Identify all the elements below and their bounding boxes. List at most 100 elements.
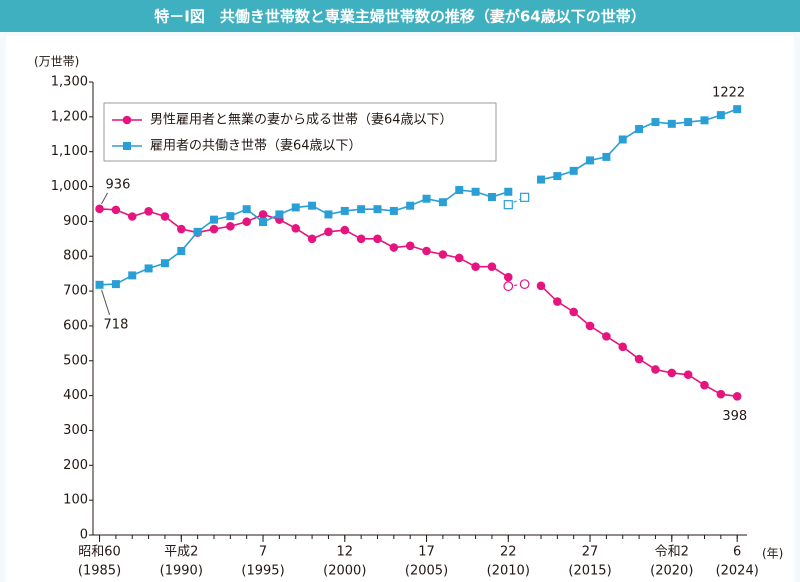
point (553, 297, 562, 306)
point (585, 321, 595, 331)
x-tick-label: 12 (337, 545, 354, 560)
point (569, 166, 578, 175)
data-label: 718 (104, 317, 129, 332)
point (242, 205, 251, 214)
legend-marker (122, 115, 132, 125)
y-tick-label: 0 (80, 528, 88, 543)
point (683, 370, 693, 380)
point (716, 111, 725, 120)
point (308, 201, 317, 210)
point (406, 201, 415, 210)
point (144, 206, 153, 216)
reference-point (519, 279, 530, 290)
x-tick-label: 6 (733, 545, 741, 560)
reference-point (520, 192, 530, 202)
x-tick-label: 令和2 (655, 545, 689, 560)
point (732, 392, 742, 401)
x-tick-year: (2000) (323, 564, 366, 579)
reference-point (503, 200, 513, 210)
point (324, 210, 333, 219)
x-tick-year: (2015) (568, 564, 611, 579)
reference-point (503, 281, 514, 292)
point (700, 380, 709, 390)
legend-label: 雇用者の共働き世帯（妻64歳以下） (150, 139, 362, 154)
point (454, 253, 464, 263)
point (177, 247, 186, 256)
point (487, 192, 496, 201)
point (455, 186, 464, 195)
point (127, 212, 137, 221)
point (373, 234, 382, 244)
y-tick-label: 1,200 (51, 109, 88, 124)
point (553, 172, 562, 181)
point (651, 365, 660, 374)
point (503, 272, 513, 282)
point (193, 227, 202, 236)
point (504, 187, 513, 196)
point (111, 280, 120, 289)
point (634, 354, 644, 364)
y-tick-label: 900 (63, 214, 88, 229)
point (422, 246, 431, 256)
y-tick-label: 300 (63, 423, 88, 438)
point (340, 225, 350, 235)
point (128, 271, 137, 280)
y-tick-label: 600 (63, 318, 88, 333)
point (684, 118, 693, 127)
point (95, 280, 104, 289)
legend-box (103, 102, 497, 162)
point (438, 250, 448, 259)
x-tick-year: (2024) (716, 564, 759, 579)
x-tick-year: (1985) (78, 564, 121, 579)
point (700, 116, 709, 125)
point (307, 234, 317, 244)
chart-title: 特－Ⅰ図 共働き世帯数と専業主婦世帯数の推移（妻が64歳以下の世帯） (154, 8, 645, 26)
data-label: 1222 (712, 86, 745, 101)
point (635, 125, 644, 134)
point (667, 119, 676, 128)
x-tick-label: 昭和60 (78, 545, 121, 560)
point (373, 205, 382, 214)
point (618, 135, 627, 144)
point (340, 206, 349, 215)
x-tick-year: (1990) (160, 564, 203, 579)
point (275, 210, 284, 219)
point (291, 224, 301, 233)
x-tick-label: 27 (582, 545, 599, 560)
x-unit: (年) (762, 547, 783, 561)
y-tick-label: 1,300 (51, 75, 88, 90)
point (471, 262, 480, 271)
y-tick-label: 500 (63, 353, 88, 368)
y-tick-label: 1,000 (51, 179, 88, 194)
point (487, 262, 497, 271)
point (209, 224, 219, 234)
data-label: 936 (106, 177, 131, 192)
data-label: 398 (722, 409, 747, 424)
point (602, 332, 611, 341)
point (209, 215, 218, 224)
y-tick-label: 700 (63, 284, 88, 299)
point (536, 175, 545, 184)
point (160, 212, 170, 221)
point (667, 368, 677, 378)
y-tick-label: 200 (63, 458, 88, 473)
title-banner (0, 0, 800, 32)
x-tick-year: (2020) (650, 564, 693, 579)
y-tick-label: 400 (63, 388, 88, 403)
point (144, 264, 153, 273)
y-tick-label: 1,100 (51, 144, 88, 159)
point (357, 205, 366, 214)
point (389, 243, 399, 252)
y-tick-label: 100 (63, 493, 88, 508)
x-tick-year: (2005) (405, 564, 448, 579)
point (733, 105, 742, 114)
y-unit: (万世帯) (34, 55, 79, 69)
point (389, 206, 398, 215)
x-tick-label: 22 (500, 545, 517, 560)
point (602, 152, 611, 161)
point (291, 203, 300, 212)
point (536, 281, 546, 291)
point (226, 221, 235, 231)
